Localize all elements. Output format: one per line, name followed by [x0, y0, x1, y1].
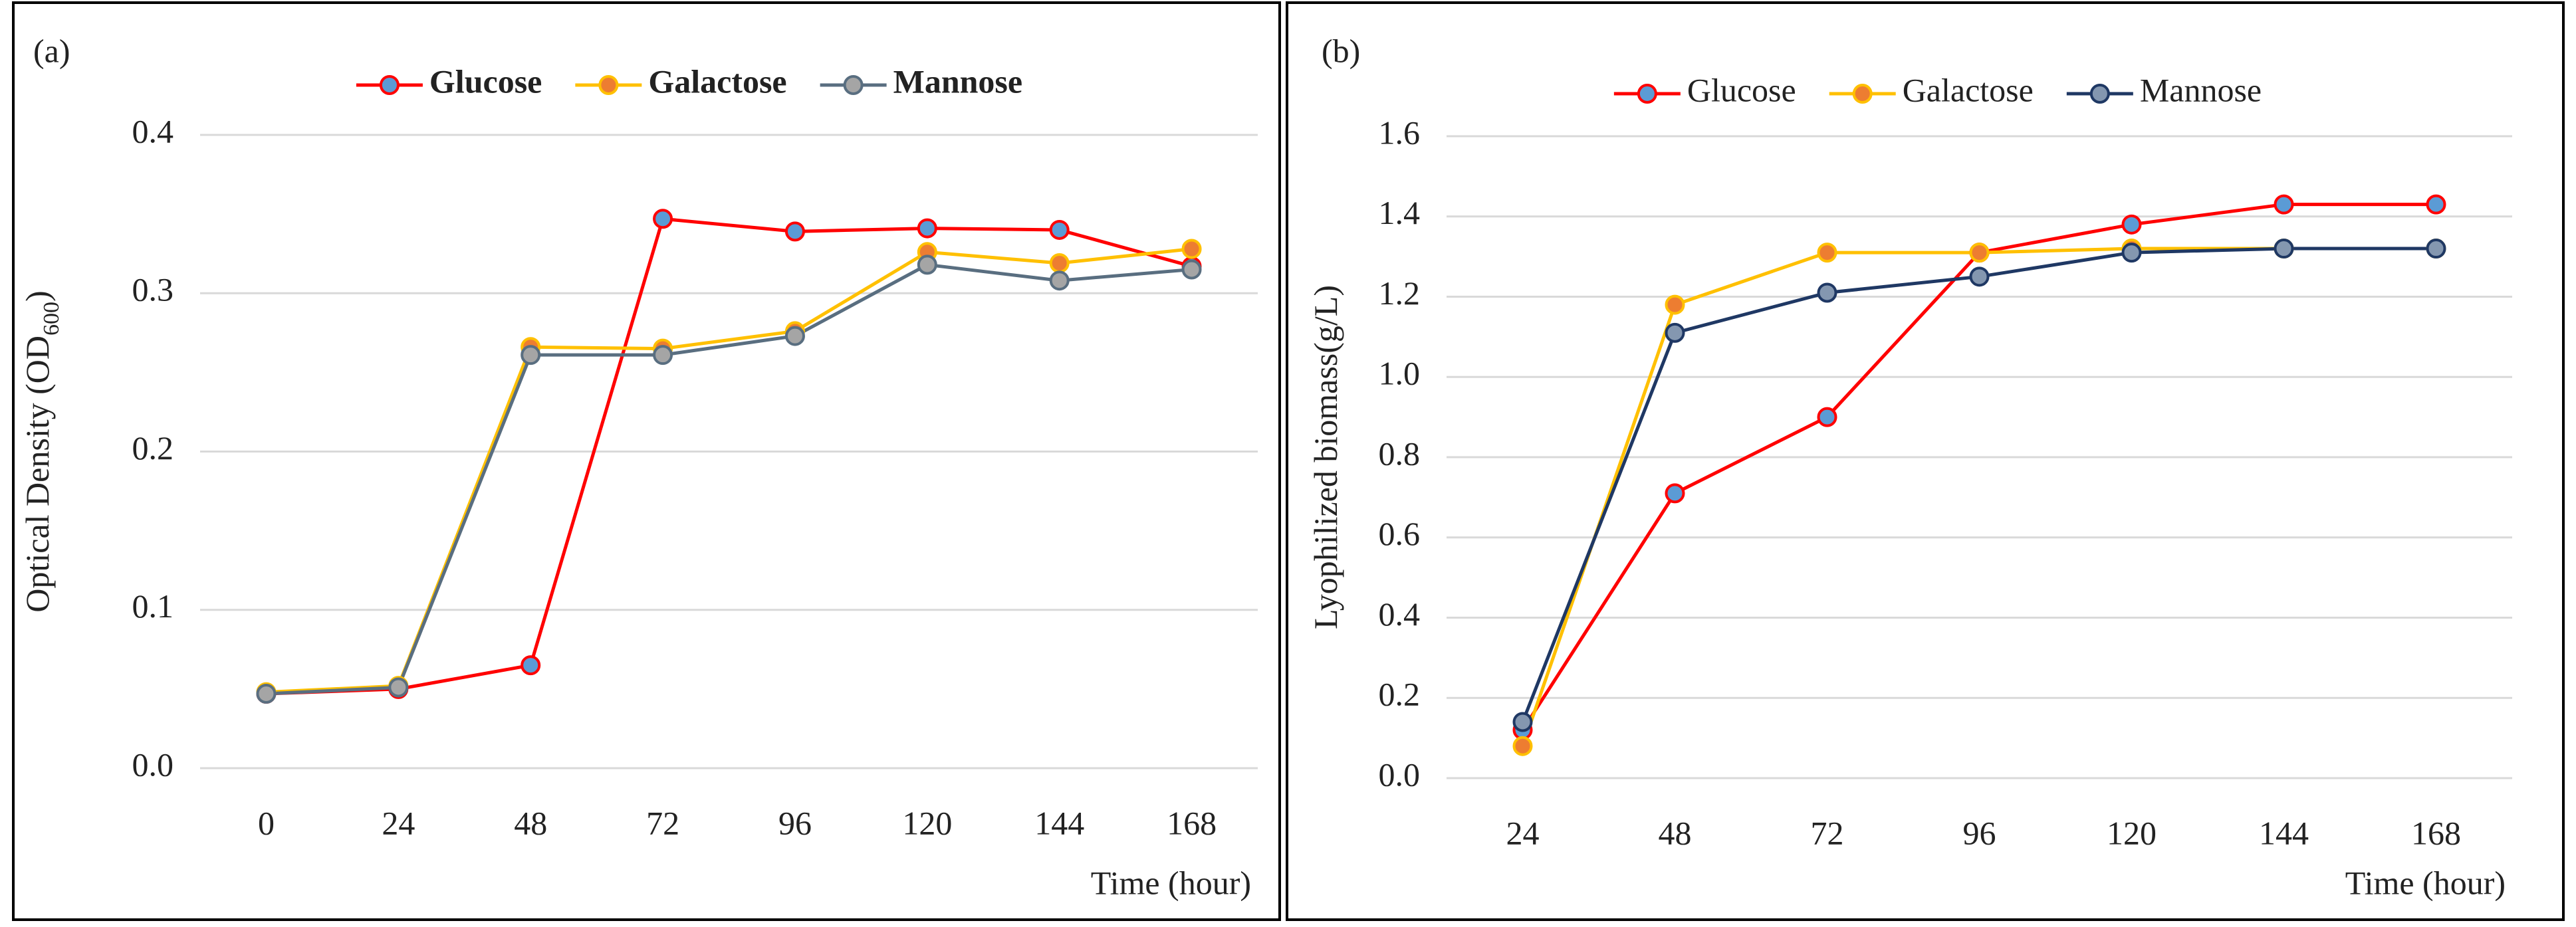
legend-label: Galactose: [1903, 71, 2034, 108]
series-line: [1521, 247, 2436, 747]
x-tick-label: 144: [1034, 804, 1084, 841]
x-tick-label: 72: [1811, 814, 1844, 851]
legend-label: Mannose: [893, 62, 1022, 100]
y-tick-label: 0.8: [1379, 435, 1421, 472]
y-tick-label: 0.0: [132, 746, 174, 783]
y-tick-label: 0.3: [132, 271, 174, 308]
y-tick-label: 1.6: [1379, 114, 1421, 151]
marker: [1817, 282, 1837, 303]
marker: [2274, 194, 2294, 215]
x-tick-label: 48: [1659, 814, 1692, 851]
marker: [784, 326, 805, 346]
x-axis-label: Time (hour): [1091, 864, 1251, 901]
marker: [917, 218, 937, 239]
marker: [1665, 322, 1685, 343]
x-tick-label: 0: [258, 804, 275, 841]
panel-label: (b): [1322, 32, 1360, 69]
y-tick-label: 0.2: [1379, 676, 1421, 713]
legend-marker: [598, 75, 619, 95]
y-tick-label: 1.2: [1379, 274, 1421, 312]
marker: [1181, 259, 1202, 280]
marker: [1817, 243, 1837, 263]
legend-label: Galactose: [648, 62, 786, 100]
x-tick-label: 120: [2107, 814, 2157, 851]
legend-marker: [1852, 84, 1873, 104]
marker: [1049, 219, 1070, 240]
marker: [521, 655, 541, 676]
legend-item: Mannose: [2066, 71, 2262, 108]
marker: [653, 209, 673, 229]
legend-item: Galactose: [575, 62, 787, 100]
legend-item: Galactose: [1829, 71, 2034, 108]
series-line: [1521, 247, 2436, 723]
marker: [2426, 194, 2446, 215]
x-tick-label: 144: [2259, 814, 2309, 851]
legend-label: Mannose: [2140, 71, 2262, 108]
marker: [521, 345, 541, 365]
panel-frame: [1286, 1, 2565, 921]
y-tick-label: 0.4: [1379, 595, 1421, 633]
panel-label: (a): [33, 32, 70, 69]
legend-label: Glucose: [1687, 71, 1796, 108]
y-tick-label: 0.4: [132, 112, 174, 150]
marker: [2426, 239, 2446, 259]
marker: [2274, 239, 2294, 259]
marker: [784, 221, 805, 242]
x-tick-label: 24: [382, 804, 415, 841]
legend-marker: [1637, 84, 1657, 104]
marker: [1665, 294, 1685, 315]
marker: [653, 345, 673, 365]
legend-label: Glucose: [429, 62, 542, 100]
x-tick-label: 72: [646, 804, 679, 841]
legend-item: Mannose: [820, 62, 1022, 100]
x-tick-label: 24: [1506, 814, 1540, 851]
series-line: [266, 262, 1192, 696]
series-line: [266, 247, 1192, 694]
x-tick-label: 168: [1167, 804, 1217, 841]
legend-marker: [843, 75, 864, 95]
marker: [1665, 483, 1685, 504]
x-tick-label: 96: [778, 804, 812, 841]
y-axis-label-part: ): [19, 290, 56, 302]
legend-marker: [379, 75, 400, 95]
y-axis-label-part: Optical Density (OD: [19, 336, 56, 613]
y-axis-label-part: Lyophilized biomass(g/L): [1307, 285, 1344, 629]
x-tick-label: 168: [2411, 814, 2461, 851]
y-tick-label: 0.2: [132, 429, 174, 466]
y-axis-label: Optical Density (OD600): [19, 290, 64, 612]
marker: [917, 255, 937, 275]
panel-frame: [12, 1, 1281, 921]
marker: [2121, 214, 2142, 235]
marker: [1817, 407, 1837, 427]
y-tick-label: 0.0: [1379, 756, 1421, 793]
x-axis-label: Time (hour): [2345, 864, 2506, 901]
x-tick-label: 48: [514, 804, 547, 841]
marker: [1512, 712, 1533, 732]
legend-item: Glucose: [1613, 71, 1796, 108]
y-axis-label-part: 600: [39, 302, 64, 336]
y-tick-label: 0.1: [132, 587, 174, 625]
y-tick-label: 1.0: [1379, 355, 1421, 392]
marker: [1049, 253, 1070, 273]
marker: [388, 677, 409, 698]
legend-marker: [2089, 84, 2110, 104]
y-tick-label: 0.6: [1379, 515, 1421, 552]
marker: [2121, 243, 2142, 263]
legend-item: Glucose: [356, 62, 542, 100]
y-tick-label: 1.4: [1379, 194, 1421, 231]
marker: [1181, 239, 1202, 259]
x-tick-label: 120: [902, 804, 952, 841]
x-tick-label: 96: [1963, 814, 1996, 851]
marker: [1969, 266, 1990, 287]
marker: [256, 684, 277, 704]
marker: [1969, 243, 1990, 263]
series-line: [266, 217, 1193, 696]
marker: [1049, 270, 1070, 291]
y-axis-label: Lyophilized biomass(g/L): [1307, 285, 1344, 629]
marker: [1512, 736, 1533, 756]
